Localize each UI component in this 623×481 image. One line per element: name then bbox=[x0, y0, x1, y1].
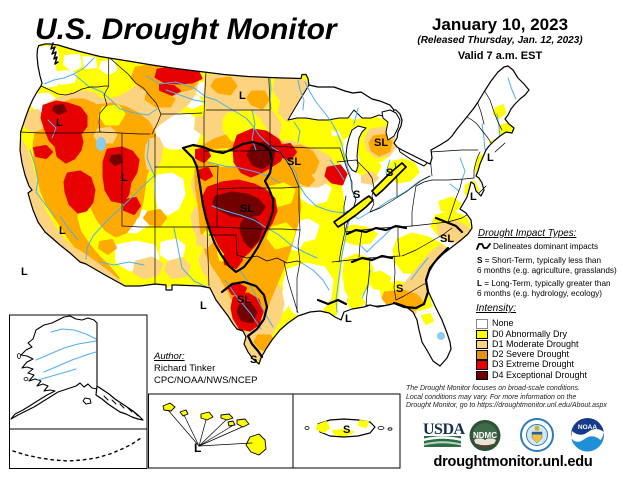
svg-text:NDMC: NDMC bbox=[473, 431, 497, 440]
svg-text:L: L bbox=[121, 172, 128, 184]
svg-text:S: S bbox=[386, 167, 393, 179]
svg-text:S: S bbox=[343, 424, 350, 436]
svg-text:SL: SL bbox=[240, 203, 254, 215]
svg-text:SL: SL bbox=[440, 233, 454, 245]
svg-text:SL: SL bbox=[287, 156, 301, 168]
svg-text:L: L bbox=[470, 191, 477, 203]
svg-text:USDA: USDA bbox=[423, 421, 466, 438]
svg-text:L: L bbox=[59, 225, 66, 237]
svg-text:SL: SL bbox=[237, 294, 251, 306]
svg-text:L: L bbox=[487, 152, 494, 164]
svg-text:SL: SL bbox=[374, 137, 388, 149]
svg-text:S: S bbox=[250, 354, 257, 366]
svg-text:L: L bbox=[239, 90, 246, 102]
svg-text:S: S bbox=[396, 283, 403, 295]
svg-text:L: L bbox=[345, 313, 352, 325]
svg-text:L: L bbox=[21, 266, 28, 278]
svg-text:NOAA: NOAA bbox=[578, 424, 597, 431]
svg-text:L: L bbox=[200, 300, 207, 312]
svg-text:L: L bbox=[56, 117, 63, 129]
svg-text:L: L bbox=[194, 441, 201, 455]
svg-text:S: S bbox=[353, 189, 360, 201]
